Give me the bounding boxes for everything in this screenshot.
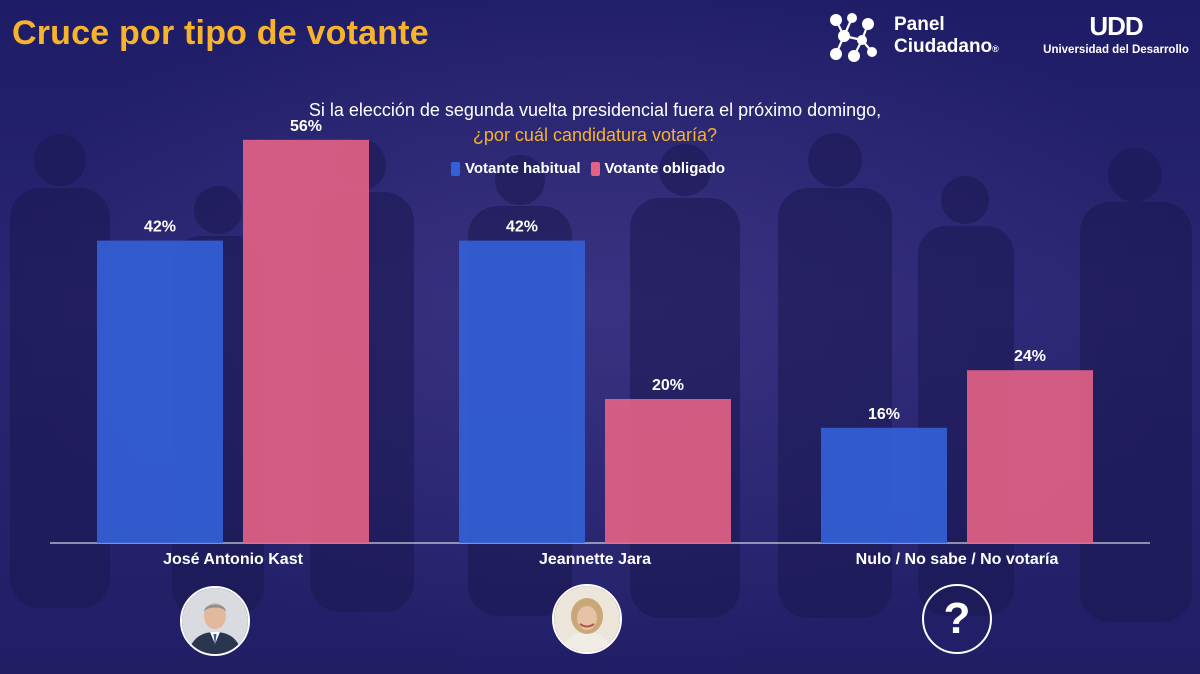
udd-logo-mark: UDD — [1089, 11, 1143, 41]
panel-ciudadano-dots-icon — [830, 13, 877, 62]
question-mark-icon: ? — [943, 594, 971, 643]
panel-logo-line2: Ciudadano — [894, 36, 993, 57]
bar-habitual-2 — [821, 427, 947, 543]
data-label-obligado-0: 56% — [290, 118, 322, 135]
chart-subtitle: ¿por cuál candidatura votaría? — [472, 125, 718, 145]
jara-avatar — [552, 584, 622, 654]
bar-obligado-2 — [967, 370, 1093, 543]
bar-obligado-0 — [243, 139, 369, 544]
panel-ciudadano-logo: Panel Ciudadano® — [828, 12, 1038, 64]
page-title: Cruce por tipo de votante — [12, 14, 429, 52]
registered-mark: ® — [992, 44, 999, 54]
legend-swatch-obligado — [590, 161, 600, 176]
legend-label-obligado: Votante obligado — [604, 160, 726, 177]
kast-avatar — [180, 586, 250, 656]
chart-title: Si la elección de segunda vuelta preside… — [308, 100, 882, 120]
legend-swatch-habitual — [450, 161, 460, 176]
udd-logo-subtitle: Universidad del Desarrollo — [1043, 44, 1189, 56]
category-label-2: Nulo / No sabe / No votaría — [856, 551, 1059, 568]
data-label-habitual-2: 16% — [868, 406, 900, 423]
data-label-obligado-1: 20% — [652, 377, 684, 394]
bar-habitual-1 — [459, 240, 585, 543]
legend-item-habitual: Votante habitual — [450, 160, 581, 177]
data-label-habitual-1: 42% — [506, 219, 538, 236]
data-label-habitual-0: 42% — [144, 219, 176, 236]
woman-portrait-icon — [554, 586, 620, 652]
chart-legend: Votante habitual Votante obligado — [0, 160, 1176, 177]
udd-logo: UDD Universidad del Desarrollo — [1040, 12, 1192, 60]
bar-habitual-0 — [97, 240, 223, 543]
legend-label-habitual: Votante habitual — [464, 160, 581, 177]
legend-item-obligado: Votante obligado — [590, 160, 726, 177]
chart-question: Si la elección de segunda vuelta preside… — [0, 98, 1190, 148]
panel-logo-line1: Panel — [894, 14, 945, 35]
data-label-obligado-2: 24% — [1014, 348, 1046, 365]
bar-obligado-1 — [605, 399, 731, 543]
man-portrait-icon — [182, 588, 248, 654]
question-avatar: ? — [922, 584, 992, 654]
category-label-1: Jeannette Jara — [539, 551, 651, 568]
category-label-0: José Antonio Kast — [163, 551, 304, 568]
